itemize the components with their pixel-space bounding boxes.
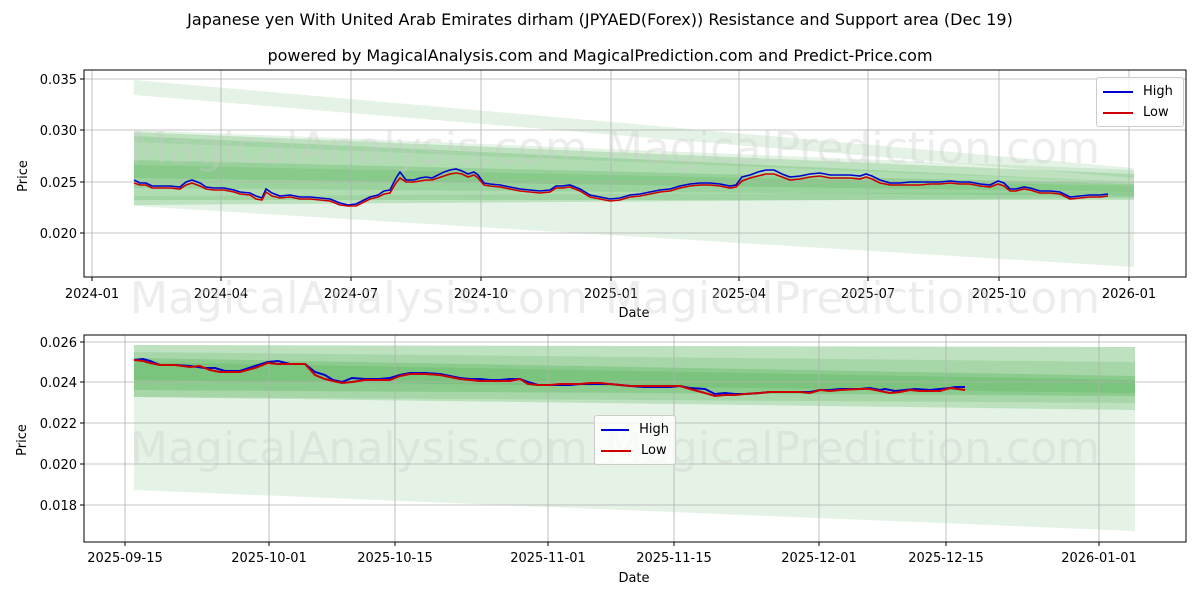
x-tick: 2024-01 xyxy=(65,287,119,302)
y-tick: 0.018 xyxy=(40,499,77,514)
x-tick: 2024-10 xyxy=(454,287,508,302)
chart-title: Japanese yen With United Arab Emirates d… xyxy=(187,10,1013,29)
bottom-chart-legend: High Low xyxy=(594,415,676,465)
x-tick: 2026-01-01 xyxy=(1061,551,1137,566)
x-tick: 2026-01 xyxy=(1102,287,1156,302)
high-line-swatch-icon xyxy=(1103,90,1133,93)
x-tick: 2025-12-01 xyxy=(781,551,857,566)
bottom-x-axis: 2025-09-15 2025-10-01 2025-10-15 2025-11… xyxy=(87,542,1137,586)
x-axis-label: Date xyxy=(618,306,649,321)
top-chart: MagicalAnalysis.com MagicalPrediction.co… xyxy=(16,69,1187,324)
x-tick: 2024-07 xyxy=(324,287,378,302)
watermark-prediction: MagicalPrediction.com xyxy=(605,123,1100,174)
y-tick: 0.022 xyxy=(40,417,77,432)
watermark-analysis: MagicalAnalysis.com xyxy=(130,273,588,324)
y-tick: 0.030 xyxy=(40,124,77,139)
y-tick: 0.025 xyxy=(40,176,77,191)
top-chart-bands xyxy=(134,80,1134,267)
legend-item-low: Low xyxy=(1103,102,1177,123)
x-tick: 2025-04 xyxy=(712,287,766,302)
watermark-prediction: MagicalPrediction.com xyxy=(605,423,1100,474)
top-x-axis: 2024-01 2024-04 2024-07 2024-10 2025-01 … xyxy=(65,277,1156,321)
x-tick: 2025-10 xyxy=(972,287,1026,302)
x-tick: 2025-12-15 xyxy=(908,551,984,566)
y-tick: 0.020 xyxy=(40,458,77,473)
y-tick: 0.024 xyxy=(40,376,77,391)
top-low-line xyxy=(133,172,1109,207)
x-tick: 2025-01 xyxy=(584,287,638,302)
low-line-swatch-icon xyxy=(601,449,631,452)
bottom-y-axis: 0.026 0.024 0.022 0.020 0.018 Price xyxy=(15,336,84,514)
top-high-line xyxy=(133,168,1109,206)
y-axis-label: Price xyxy=(15,424,30,456)
legend-label-low: Low xyxy=(1143,105,1169,120)
legend-label-low: Low xyxy=(641,443,667,458)
x-tick: 2025-10-15 xyxy=(357,551,433,566)
x-tick: 2024-04 xyxy=(194,287,248,302)
y-axis-label: Price xyxy=(16,160,31,192)
x-tick: 2025-11-01 xyxy=(510,551,586,566)
x-axis-label: Date xyxy=(618,571,649,586)
chart-subtitle: powered by MagicalAnalysis.com and Magic… xyxy=(267,46,933,65)
y-tick: 0.026 xyxy=(40,336,77,351)
low-line-swatch-icon xyxy=(1103,111,1133,114)
bottom-chart-frame xyxy=(83,334,1187,543)
x-tick: 2025-09-15 xyxy=(87,551,163,566)
y-tick: 0.020 xyxy=(40,227,77,242)
x-tick: 2025-10-01 xyxy=(231,551,307,566)
x-tick: 2025-07 xyxy=(841,287,895,302)
x-tick: 2025-11-15 xyxy=(636,551,712,566)
top-chart-grid xyxy=(84,70,1186,277)
y-tick: 0.035 xyxy=(40,73,77,88)
high-line-swatch-icon xyxy=(601,428,630,431)
watermark-analysis: MagicalAnalysis.com xyxy=(130,123,588,174)
top-chart-frame xyxy=(83,69,1187,278)
legend-label-high: High xyxy=(639,422,669,437)
top-y-axis: 0.035 0.030 0.025 0.020 Price xyxy=(16,73,84,242)
legend-item-high: High xyxy=(601,419,669,440)
watermark-analysis: MagicalAnalysis.com xyxy=(130,423,588,474)
legend-item-low: Low xyxy=(601,440,669,461)
watermark-prediction: MagicalPrediction.com xyxy=(605,273,1100,324)
legend-item-high: High xyxy=(1103,81,1177,102)
bottom-low-line xyxy=(133,359,966,398)
top-chart-legend: High Low xyxy=(1096,77,1184,127)
legend-label-high: High xyxy=(1143,84,1173,99)
